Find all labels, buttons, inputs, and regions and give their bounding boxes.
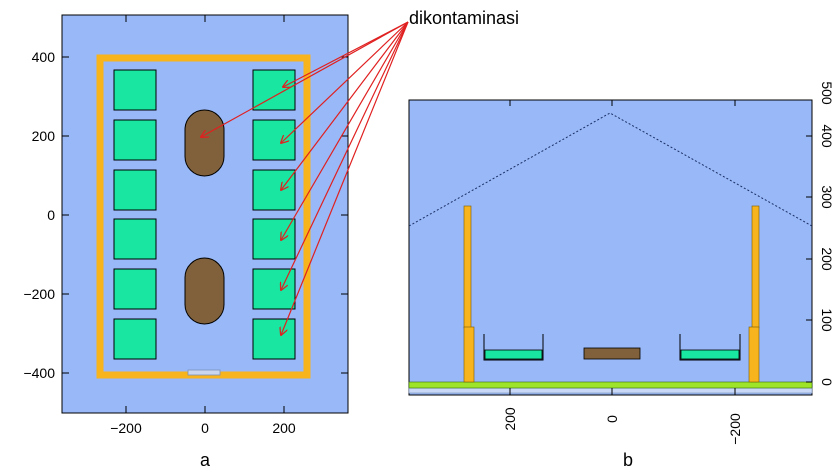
panel-a-x-tick-0: 0: [201, 420, 209, 436]
panel-a-rack-right-3: [252, 169, 296, 211]
arrow-to-rack-3: [281, 21, 409, 190]
panel-b-x-tick-neg200: −200: [727, 413, 743, 445]
arrow-to-bed: [201, 21, 409, 137]
panel-a-rack-left-2: [113, 119, 157, 161]
panel-b: 200 0 −200 0 100 200 300 400 500 b: [408, 81, 835, 470]
panel-a-x-tick-neg200: −200: [110, 420, 142, 436]
panel-a-rack-right-1: [252, 69, 296, 111]
panel-a-bed-bottom: [184, 257, 225, 325]
panel-b-roof: [408, 112, 813, 227]
panel-b-plot-area: [408, 99, 813, 396]
panel-a-rack-left-5: [113, 268, 157, 310]
panel-b-x-tick-200: 200: [502, 407, 518, 431]
panel-b-x-tick-0: 0: [604, 415, 620, 423]
panel-b-bed: [583, 347, 641, 360]
arrow-to-rack-2: [281, 21, 409, 143]
panel-b-wall-left-upper: [463, 205, 472, 329]
panel-b-y-tick-200: 200: [819, 247, 835, 271]
panel-a-x-axis: [125, 15, 285, 413]
panel-a-y-tick-200: 200: [32, 128, 56, 144]
panel-b-floor: [408, 381, 813, 389]
panel-b-x-axis: [509, 100, 736, 395]
panel-a-x-tick-200: 200: [272, 420, 296, 436]
panel-a-rack-right-2: [252, 119, 296, 161]
panel-a-rack-left-3: [113, 169, 157, 211]
panel-a-rack-right-6: [252, 318, 296, 360]
panel-b-y-axis: [806, 135, 812, 383]
arrow-to-rack-1: [283, 21, 409, 87]
panel-b-wall-left-lower: [463, 326, 475, 383]
panel-a-rack-left-6: [113, 318, 157, 360]
panel-a-y-tick-neg400: −400: [23, 365, 55, 381]
panel-a-label: a: [200, 450, 211, 470]
panel-a-rack-right-4: [252, 218, 296, 260]
panel-a-rack-left-1: [113, 69, 157, 111]
panel-a: 400 200 0 −200 −400 −200 0 200 a: [23, 14, 349, 470]
panel-a-rack-left-4: [113, 218, 157, 260]
panel-b-tray-left: [484, 349, 543, 360]
panel-b-tray-left-frame: [483, 334, 544, 361]
panel-a-door: [187, 369, 221, 376]
panel-b-y-tick-0: 0: [819, 378, 835, 386]
panel-b-wall-right-lower: [748, 326, 760, 383]
panel-a-y-tick-400: 400: [32, 49, 56, 65]
panel-b-y-tick-300: 300: [819, 185, 835, 209]
panel-b-y-tick-400: 400: [819, 124, 835, 148]
panel-a-y-tick-neg200: −200: [23, 286, 55, 302]
panel-b-label: b: [623, 450, 633, 470]
panel-b-tray-right-frame: [679, 334, 741, 361]
panel-b-y-tick-100: 100: [819, 308, 835, 332]
arrow-to-rack-5: [281, 21, 409, 290]
panel-b-tray-right: [680, 349, 740, 360]
callout-label: dikontaminasi: [409, 8, 519, 28]
panel-a-bed-top: [184, 109, 225, 177]
callout-arrows: [201, 21, 409, 335]
panel-b-floor-base: [408, 387, 813, 394]
panel-b-y-tick-500: 500: [819, 81, 835, 105]
panel-b-wall-right-upper: [751, 205, 760, 329]
arrow-to-rack-6: [281, 21, 409, 335]
arrow-to-rack-4: [281, 21, 409, 240]
panel-a-y-tick-0: 0: [47, 207, 55, 223]
